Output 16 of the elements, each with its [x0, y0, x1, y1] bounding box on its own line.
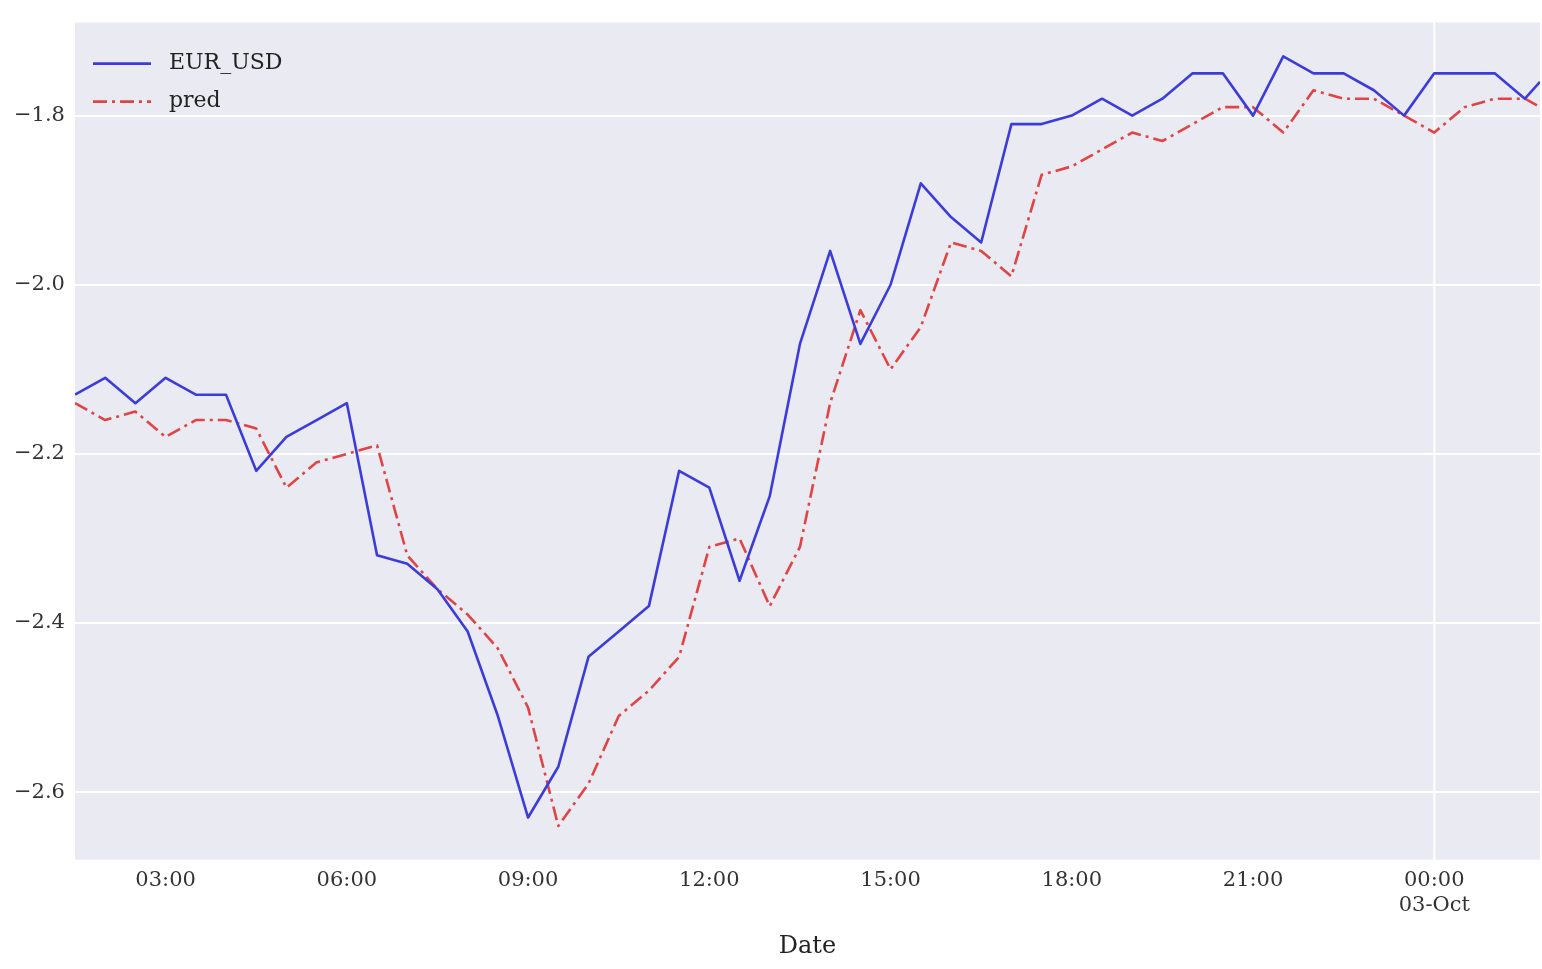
y-tick-label: −2.0 — [13, 271, 65, 296]
x-tick-label: 21:00 — [1222, 866, 1284, 891]
legend-label: pred — [168, 87, 221, 113]
y-tick-label: −2.2 — [13, 440, 65, 465]
x-tick-label: 06:00 — [316, 866, 378, 891]
x-tick-label: 09:00 — [497, 866, 559, 891]
x-tick-label: 03:00 — [135, 866, 196, 891]
y-tick-label: −1.8 — [13, 102, 65, 127]
legend-label: EUR_USD — [168, 49, 283, 75]
y-tick-label: −2.6 — [13, 778, 65, 803]
y-tick-label: −2.4 — [13, 609, 65, 634]
x-tick-label: 00:00 03-Oct — [1398, 866, 1471, 917]
x-axis-title: Date — [778, 930, 837, 959]
x-tick-label: 12:00 — [679, 866, 740, 891]
x-tick-label: 15:00 — [860, 866, 921, 891]
x-tick-label: 18:00 — [1041, 866, 1103, 891]
